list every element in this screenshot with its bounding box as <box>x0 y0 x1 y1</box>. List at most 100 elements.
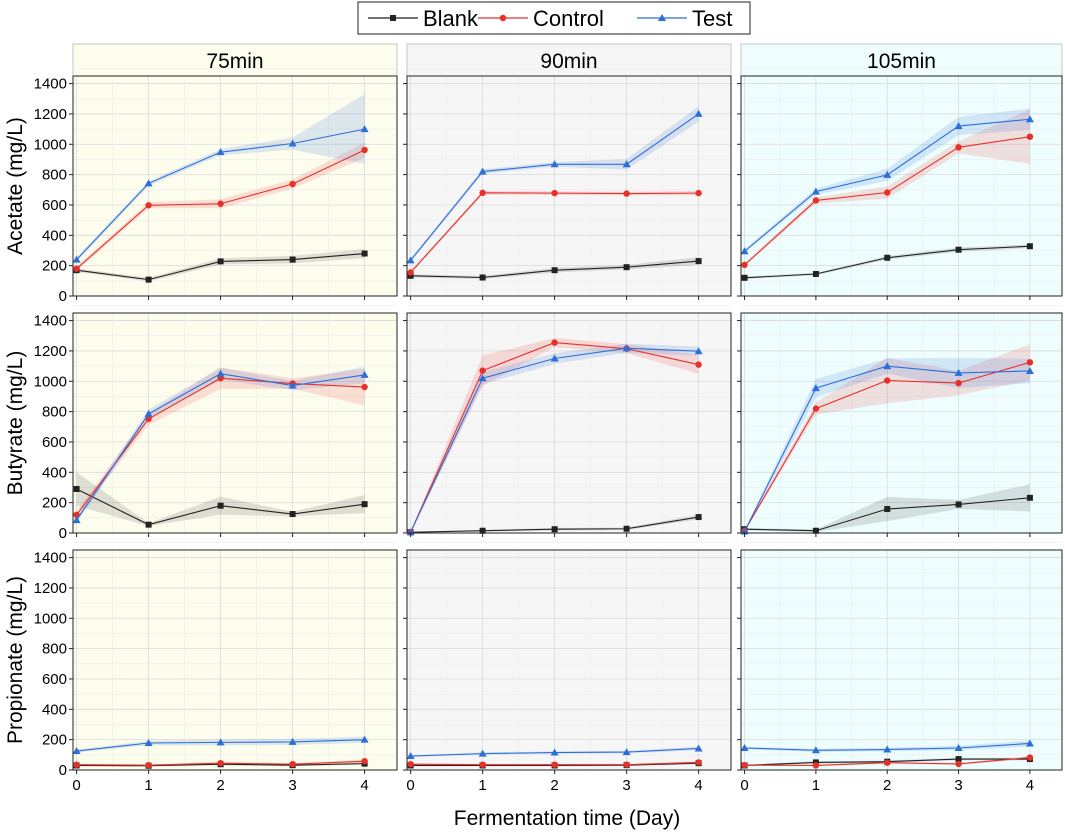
panel-r0-c0: 0 200 400 600 800 1000 1200 1400 <box>34 68 398 305</box>
x-tick-label: 2 <box>883 777 891 794</box>
point-blank <box>217 258 224 265</box>
panel-frame <box>72 75 398 297</box>
panel-frame <box>72 549 398 771</box>
y-tick-label: 800 <box>42 641 67 658</box>
point-test <box>1025 115 1034 123</box>
point-test <box>360 735 369 743</box>
point-control <box>145 202 152 209</box>
point-test <box>550 160 559 168</box>
point-blank <box>623 264 630 271</box>
point-test <box>478 749 487 757</box>
y-tick-label: 400 <box>42 227 67 244</box>
point-control <box>73 761 80 768</box>
panel-r0-c2 <box>737 68 1063 300</box>
point-control <box>695 759 702 766</box>
point-test <box>954 122 963 130</box>
point-blank <box>812 527 819 534</box>
point-test <box>740 247 749 255</box>
y-tick-label: 0 <box>59 288 67 305</box>
band-test <box>744 357 1030 533</box>
point-test <box>144 738 153 746</box>
point-test <box>883 170 892 178</box>
y-tick-label: 0 <box>59 525 67 542</box>
point-control <box>741 761 748 769</box>
point-control <box>361 758 368 765</box>
point-test <box>144 179 153 187</box>
x-tick-label: 3 <box>622 777 630 794</box>
point-control <box>289 761 296 768</box>
point-blank <box>812 271 819 277</box>
legend-item-test: Test <box>637 6 732 31</box>
point-blank <box>479 527 486 534</box>
point-test <box>216 369 225 377</box>
point-control <box>884 189 891 196</box>
legend-marker <box>658 14 666 21</box>
point-blank <box>741 274 748 281</box>
point-blank <box>407 272 414 279</box>
y-tick-label: 800 <box>42 404 67 421</box>
legend: Blank Control Test <box>357 1 751 35</box>
band-control <box>744 344 1030 532</box>
panel-background <box>407 313 731 533</box>
point-test <box>288 737 297 745</box>
point-test <box>622 160 631 168</box>
panel-r1-c2 <box>737 305 1063 537</box>
y-axis-label-0: Acetate (mg/L) <box>4 117 27 255</box>
x-tick-label: 1 <box>478 777 486 794</box>
point-blank <box>695 514 702 521</box>
point-control <box>73 265 80 272</box>
legend-label: Blank <box>423 6 479 31</box>
point-control <box>955 379 962 387</box>
point-test <box>694 744 703 752</box>
y-tick-label: 200 <box>42 732 67 749</box>
point-test <box>694 347 703 355</box>
x-tick-label: 4 <box>694 777 702 794</box>
point-test <box>740 744 749 751</box>
point-test <box>550 748 559 756</box>
y-tick-label: 600 <box>42 197 67 214</box>
x-tick-label: 3 <box>288 777 296 794</box>
point-control <box>955 760 962 768</box>
x-tick-label: 4 <box>1026 777 1034 794</box>
panel-background <box>407 76 731 296</box>
y-tick-label: 200 <box>42 258 67 275</box>
y-tick-label: 1400 <box>34 76 67 93</box>
point-blank <box>695 258 702 265</box>
point-control <box>289 180 296 188</box>
column-title-0: 75min <box>206 50 263 73</box>
point-blank <box>551 267 558 274</box>
point-test <box>811 187 820 195</box>
point-test <box>1025 739 1034 747</box>
point-blank <box>551 526 558 533</box>
column-header-2 <box>740 43 1063 77</box>
point-test <box>883 362 892 370</box>
legend-item-control: Control <box>478 6 604 31</box>
point-test <box>72 747 81 755</box>
point-test <box>72 516 81 524</box>
legend-label: Control <box>533 6 604 31</box>
panel-background <box>73 76 397 296</box>
x-axis-label: Fermentation time (Day) <box>454 807 680 830</box>
x-tick-label: 2 <box>216 777 224 794</box>
point-test <box>144 409 153 417</box>
point-blank <box>145 521 152 528</box>
legend-marker <box>390 15 396 21</box>
point-blank <box>955 246 962 253</box>
panel-frame <box>740 549 1063 771</box>
panel-background <box>741 550 1062 770</box>
band-test <box>76 366 365 524</box>
y-tick-label: 400 <box>42 701 67 718</box>
x-tick-label: 1 <box>144 777 152 794</box>
point-control <box>741 261 748 269</box>
point-blank <box>884 506 891 513</box>
panel-background <box>741 76 1062 296</box>
point-control <box>812 762 820 769</box>
point-control <box>73 511 80 518</box>
point-blank <box>145 276 152 283</box>
y-tick-label: 0 <box>59 762 67 779</box>
panel-background <box>73 550 397 770</box>
point-blank <box>289 256 296 263</box>
legend-marker <box>499 14 507 22</box>
point-test <box>288 139 297 147</box>
